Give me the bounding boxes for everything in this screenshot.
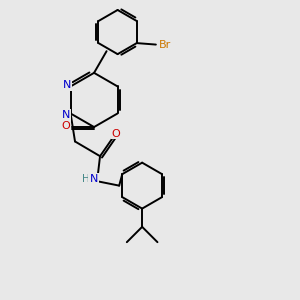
Text: O: O — [61, 122, 70, 131]
Text: N: N — [63, 80, 71, 90]
Text: N: N — [89, 174, 98, 184]
Text: H: H — [82, 174, 90, 184]
Text: Br: Br — [159, 40, 171, 50]
Text: N: N — [62, 110, 70, 120]
Text: O: O — [112, 128, 121, 139]
